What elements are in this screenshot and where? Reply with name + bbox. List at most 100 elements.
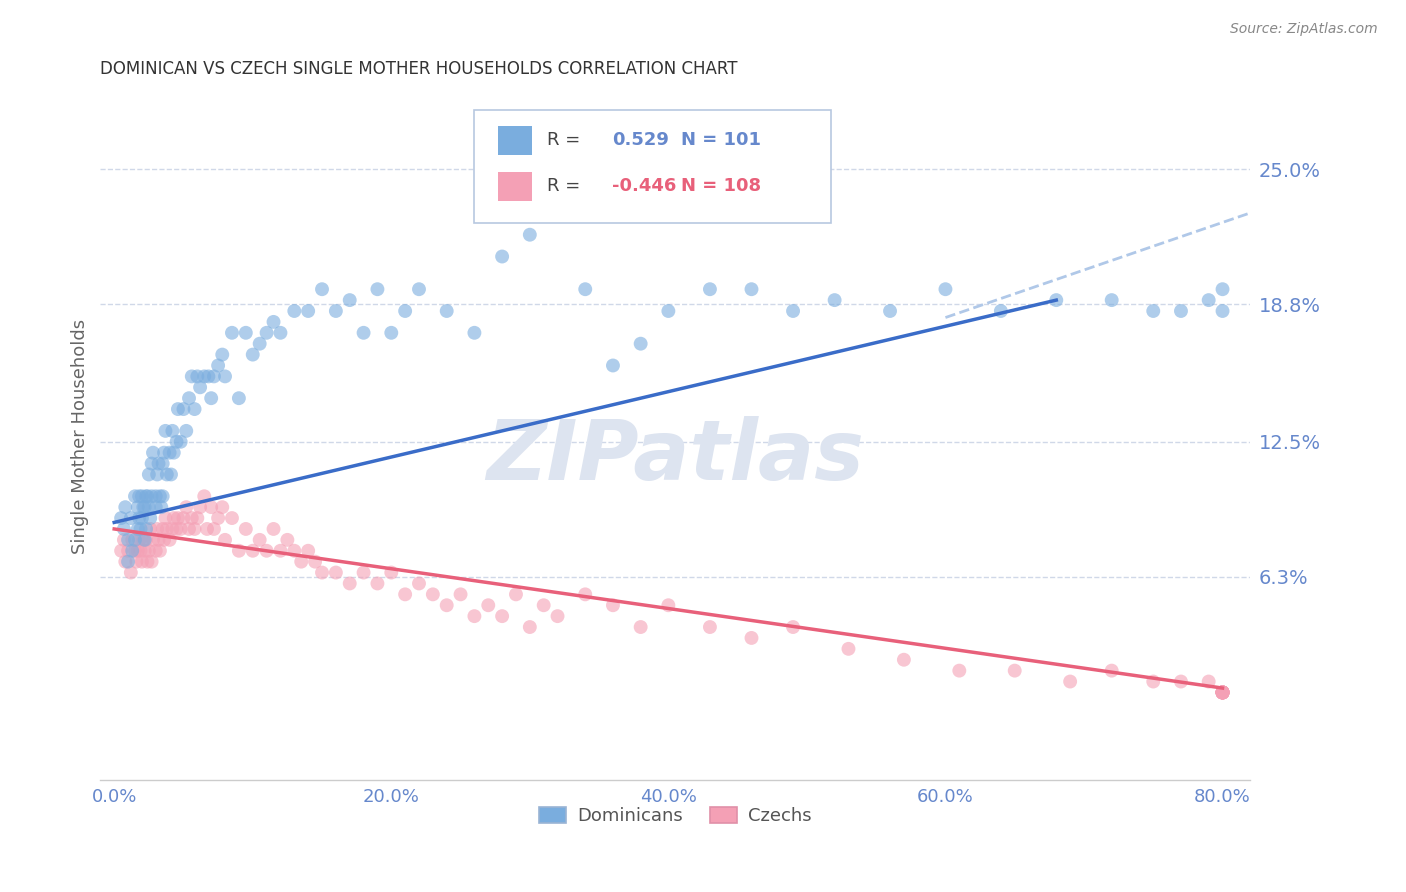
Point (153, 533, 176, 547)
Text: DOMINICAN VS CZECH SINGLE MOTHER HOUSEHOLDS CORRELATION CHART: DOMINICAN VS CZECH SINGLE MOTHER HOUSEHO… (100, 60, 738, 78)
Point (142, 533, 165, 547)
Point (121, 543, 143, 558)
Point (124, 543, 146, 558)
Point (602, 599, 624, 613)
Point (124, 489, 146, 503)
Text: Source: ZipAtlas.com: Source: ZipAtlas.com (1230, 22, 1378, 37)
Point (242, 543, 264, 558)
Point (167, 511, 190, 525)
Y-axis label: Single Mother Households: Single Mother Households (72, 318, 89, 554)
Point (256, 326, 278, 340)
Point (408, 282, 430, 296)
Point (235, 522, 257, 536)
Point (1212, 685, 1234, 699)
Point (1142, 304, 1164, 318)
Point (1212, 685, 1234, 699)
Point (394, 304, 416, 318)
Point (174, 424, 197, 438)
Point (200, 500, 222, 515)
Point (174, 500, 197, 515)
Point (112, 522, 135, 536)
Point (1212, 685, 1234, 699)
Point (155, 511, 177, 525)
Point (1198, 674, 1220, 689)
Point (211, 348, 233, 362)
Point (188, 380, 211, 394)
Point (162, 424, 184, 438)
Point (214, 369, 236, 384)
Point (207, 511, 229, 525)
Point (135, 533, 157, 547)
Point (112, 533, 135, 547)
Legend: Dominicans, Czechs: Dominicans, Czechs (531, 799, 818, 832)
Point (1212, 685, 1234, 699)
Point (547, 206, 569, 220)
Point (276, 533, 298, 547)
Point (202, 369, 225, 384)
Point (120, 511, 142, 525)
Point (242, 348, 264, 362)
Text: R =: R = (547, 178, 579, 195)
Point (177, 391, 200, 405)
Point (235, 326, 257, 340)
Point (283, 304, 305, 318)
Point (127, 500, 149, 515)
Point (180, 511, 202, 525)
Point (166, 434, 188, 449)
Point (167, 402, 190, 417)
Point (114, 555, 136, 569)
Point (263, 315, 285, 329)
Point (1004, 664, 1026, 678)
Point (1170, 304, 1192, 318)
Point (170, 522, 193, 536)
Point (129, 522, 152, 536)
Point (990, 304, 1012, 318)
Point (269, 326, 291, 340)
Point (879, 304, 901, 318)
Point (574, 587, 596, 601)
Point (162, 522, 184, 536)
Point (148, 533, 170, 547)
FancyBboxPatch shape (498, 126, 531, 155)
Point (1045, 293, 1067, 307)
Point (193, 369, 215, 384)
Text: 0.529: 0.529 (612, 131, 669, 150)
Point (1101, 664, 1123, 678)
Point (325, 304, 347, 318)
Point (202, 522, 225, 536)
Text: ZIPatlas: ZIPatlas (486, 417, 865, 498)
Point (463, 326, 485, 340)
Point (128, 511, 150, 525)
Point (505, 587, 527, 601)
Point (893, 653, 915, 667)
Point (547, 609, 569, 624)
Text: -0.446: -0.446 (612, 178, 676, 195)
Point (138, 543, 160, 558)
Point (172, 402, 194, 417)
Point (146, 522, 169, 536)
Point (533, 599, 555, 613)
Point (1212, 304, 1234, 318)
Point (477, 599, 499, 613)
Point (183, 522, 205, 536)
Point (519, 227, 541, 242)
Point (160, 467, 183, 482)
Point (127, 543, 149, 558)
Point (491, 609, 513, 624)
Point (172, 511, 194, 525)
Point (131, 511, 153, 525)
Point (145, 543, 167, 558)
Point (304, 555, 326, 569)
Point (311, 566, 333, 580)
FancyBboxPatch shape (498, 172, 531, 201)
Point (408, 576, 430, 591)
Point (138, 500, 160, 515)
Point (699, 620, 721, 634)
Point (127, 522, 149, 536)
Point (1101, 293, 1123, 307)
Point (156, 467, 179, 482)
Point (837, 641, 859, 656)
Point (193, 489, 215, 503)
Point (155, 424, 177, 438)
Point (183, 402, 205, 417)
